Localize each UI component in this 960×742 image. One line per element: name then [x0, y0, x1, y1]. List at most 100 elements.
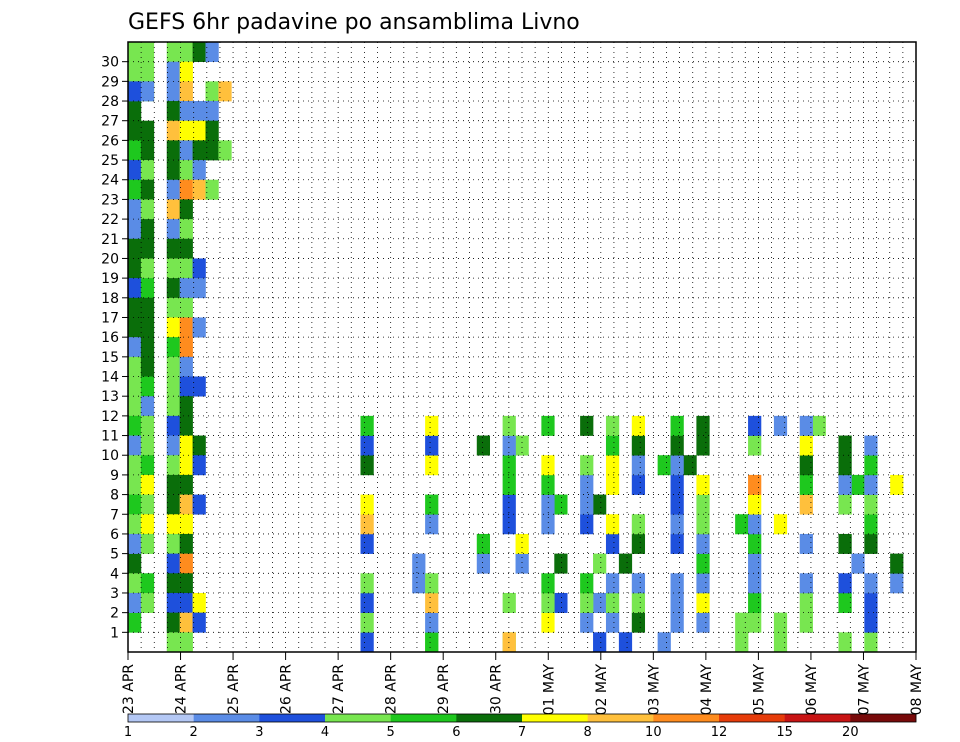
heatmap-cell: [683, 455, 697, 476]
heatmap-cell: [140, 573, 155, 594]
colorbar-swatch: [128, 714, 194, 722]
heatmap-cell: [670, 494, 684, 515]
x-tick-label: 06 MAY: [804, 664, 820, 716]
heatmap-cell: [166, 553, 180, 574]
y-tick-label: 9: [110, 468, 119, 484]
y-tick-label: 10: [101, 448, 119, 464]
heatmap-cell: [799, 573, 813, 594]
heatmap-cell: [166, 199, 180, 220]
heatmap-cell: [670, 514, 684, 535]
x-tick-label: 30 APR: [489, 664, 505, 714]
y-tick-label: 3: [110, 586, 119, 602]
heatmap-cell: [696, 592, 710, 613]
heatmap-cell: [140, 376, 155, 397]
heatmap-cell: [140, 160, 155, 181]
heatmap-cell: [128, 337, 142, 358]
heatmap-cell: [425, 632, 439, 653]
heatmap-cell: [735, 632, 749, 653]
heatmap-cell: [580, 612, 594, 633]
heatmap-cell: [140, 61, 155, 82]
y-tick-label: 13: [101, 389, 119, 405]
heatmap-cell: [657, 455, 671, 476]
heatmap-cell: [838, 474, 852, 495]
y-tick-label: 19: [101, 271, 119, 287]
heatmap-cell: [605, 474, 620, 495]
heatmap-cell: [128, 356, 142, 377]
heatmap-cell: [192, 612, 206, 633]
heatmap-cell: [192, 101, 206, 122]
heatmap-cell: [128, 612, 142, 633]
heatmap-cell: [205, 81, 219, 102]
heatmap-cell: [192, 120, 206, 141]
heatmap-cell: [140, 219, 155, 240]
x-tick-label: 05 MAY: [751, 664, 767, 716]
colorbar-swatch: [653, 714, 720, 722]
heatmap-cell: [864, 435, 878, 456]
heatmap-cell: [735, 514, 749, 535]
heatmap-cell: [128, 592, 142, 613]
heatmap-cell: [140, 533, 155, 554]
heatmap-cell: [773, 632, 788, 653]
heatmap-cell: [618, 553, 633, 574]
heatmap-cell: [838, 592, 852, 613]
heatmap-cell: [140, 42, 155, 62]
heatmap-cell: [541, 474, 555, 495]
heatmap-cell: [554, 494, 568, 515]
heatmap-cell: [773, 514, 788, 535]
heatmap-cell: [166, 238, 180, 259]
heatmap-cell: [166, 81, 180, 102]
heatmap-cell: [799, 592, 813, 613]
y-tick-label: 22: [101, 212, 119, 228]
heatmap-cell: [360, 612, 374, 633]
heatmap-cell: [605, 533, 620, 554]
heatmap-cell: [140, 258, 155, 279]
heatmap-cell: [696, 514, 710, 535]
heatmap-cell: [166, 297, 180, 318]
heatmap-cell: [360, 435, 374, 456]
heatmap-cell: [205, 101, 219, 122]
heatmap-cell: [205, 140, 219, 161]
heatmap-cell: [670, 435, 684, 456]
heatmap-cell: [140, 415, 155, 436]
heatmap-cell: [696, 573, 710, 594]
y-tick-label: 16: [101, 330, 119, 346]
heatmap-cell: [425, 573, 439, 594]
colorbar-swatch: [850, 714, 917, 722]
heatmap-cell: [502, 474, 516, 495]
y-tick-label: 24: [101, 173, 119, 189]
heatmap-cell: [425, 514, 439, 535]
colorbar-label: 12: [711, 725, 728, 740]
heatmap-cell: [605, 415, 620, 436]
heatmap-cell: [360, 494, 374, 515]
heatmap-cell: [128, 238, 142, 259]
heatmap-cell: [476, 533, 491, 554]
heatmap-cell: [476, 435, 491, 456]
x-tick-label: 25 APR: [226, 664, 242, 714]
heatmap-cell: [179, 297, 193, 318]
heatmap-cell: [166, 592, 180, 613]
heatmap-cell: [179, 199, 193, 220]
heatmap-cell: [593, 632, 607, 653]
heatmap-cell: [748, 435, 762, 456]
heatmap-cell: [192, 494, 206, 515]
heatmap-cell: [179, 494, 193, 515]
heatmap-cell: [179, 533, 193, 554]
heatmap-cell: [502, 415, 516, 436]
heatmap-cell: [580, 494, 594, 515]
heatmap-cell: [140, 356, 155, 377]
heatmap-cell: [864, 612, 878, 633]
heatmap-cell: [864, 533, 878, 554]
y-tick-label: 23: [101, 192, 119, 208]
heatmap-cell: [657, 632, 671, 653]
heatmap-cell: [128, 494, 142, 515]
heatmap-cell: [605, 592, 620, 613]
heatmap-cell: [696, 474, 710, 495]
heatmap-cell: [696, 533, 710, 554]
colorbar-swatch: [390, 714, 457, 722]
heatmap-cell: [605, 514, 620, 535]
heatmap-cell: [412, 573, 426, 594]
heatmap-cell: [580, 455, 594, 476]
heatmap-cell: [179, 278, 193, 299]
heatmap-cell: [748, 592, 762, 613]
